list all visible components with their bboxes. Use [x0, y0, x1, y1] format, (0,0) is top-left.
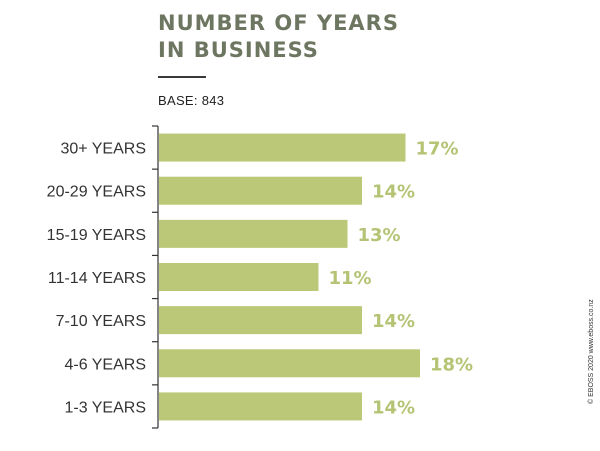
value-label: 14% [372, 311, 415, 332]
category-label: 11-14 YEARS [48, 270, 146, 287]
category-label: 7-10 YEARS [56, 313, 146, 330]
copyright-credit: © EBOSS 2020 www.eboss.co.nz [588, 299, 595, 404]
bar [159, 392, 362, 421]
category-label: 1-3 YEARS [64, 399, 146, 416]
category-label: 15-19 YEARS [47, 227, 146, 244]
value-label: 17% [416, 139, 459, 160]
bar [159, 176, 362, 205]
bar [159, 219, 348, 248]
value-label: 11% [329, 268, 372, 289]
category-label: 4-6 YEARS [64, 356, 146, 373]
value-label: 14% [372, 397, 415, 418]
value-label: 14% [372, 182, 415, 203]
chart-title-line-2: IN BUSINESS [158, 38, 319, 62]
title-divider [158, 76, 206, 78]
category-label: 30+ YEARS [60, 141, 146, 158]
bar [159, 263, 319, 291]
bar [159, 349, 420, 378]
bar [159, 306, 362, 335]
chart-title: NUMBER OF YEARS IN BUSINESS [158, 10, 399, 64]
chart-title-line-1: NUMBER OF YEARS [158, 11, 399, 35]
bar [159, 133, 406, 162]
category-label: 20-29 YEARS [47, 184, 146, 201]
value-label: 13% [358, 225, 401, 246]
value-label: 18% [430, 354, 473, 375]
sample-base: BASE: 843 [158, 93, 225, 108]
